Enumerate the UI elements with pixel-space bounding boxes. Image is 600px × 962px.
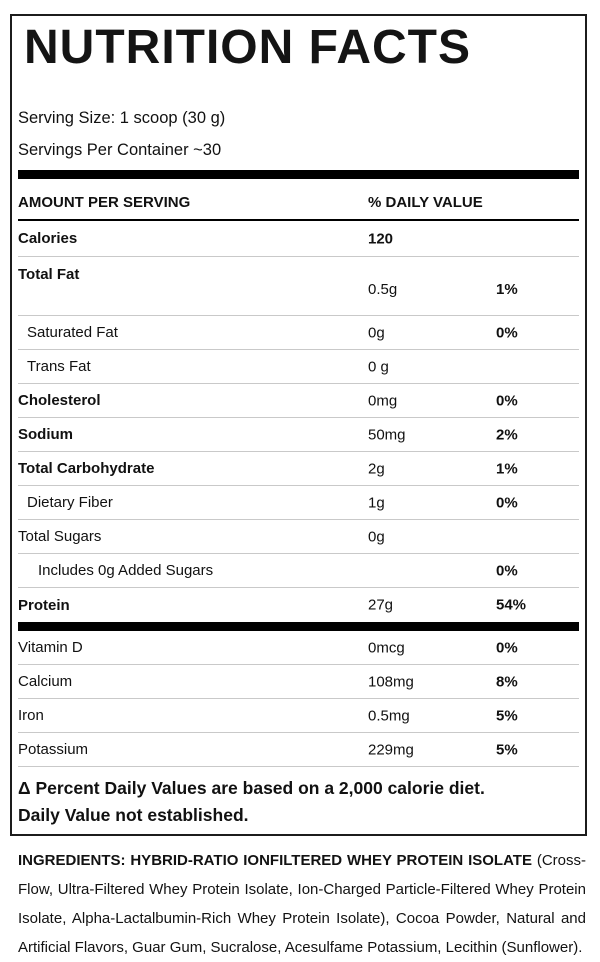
nutrient-amount: 1g: [368, 494, 385, 511]
nutrient-percent: 5%: [496, 741, 518, 758]
nutrient-label: Dietary Fiber: [27, 494, 113, 511]
nutrient-percent: 1%: [496, 281, 518, 298]
nutrient-row-iron: Iron 0.5mg 5%: [18, 699, 579, 733]
nutrient-row-sodium: Sodium 50mg 2%: [18, 418, 579, 452]
nutrient-amount: 0.5mg: [368, 707, 410, 724]
nutrient-row-protein: Protein 27g 54%: [18, 588, 579, 622]
nutrient-row-total-carbohydrate: Total Carbohydrate 2g 1%: [18, 452, 579, 486]
nutrient-row-potassium: Potassium 229mg 5%: [18, 733, 579, 767]
nutrient-row-total-sugars: Total Sugars 0g: [18, 520, 579, 554]
footnotes: Δ Percent Daily Values are based on a 2,…: [18, 767, 579, 829]
nutrient-label: Includes 0g Added Sugars: [38, 562, 214, 579]
nutrient-label: Total Sugars: [18, 528, 102, 545]
nutrient-row-cholesterol: Cholesterol 0mg 0%: [18, 384, 579, 418]
amount-per-serving-header: AMOUNT PER SERVING: [18, 194, 191, 211]
nutrient-label: Saturated Fat: [27, 324, 118, 341]
nutrient-row-calcium: Calcium 108mg 8%: [18, 665, 579, 699]
nutrient-row-saturated-fat: Saturated Fat 0g 0%: [18, 316, 579, 350]
nutrient-amount: 120: [368, 230, 394, 247]
nutrient-amount: 0g: [368, 528, 385, 545]
nutrient-amount: 0mcg: [368, 639, 405, 656]
nutrient-percent: 0%: [496, 639, 518, 656]
daily-value-header: % DAILY VALUE: [368, 194, 483, 211]
nutrient-label: Sodium: [18, 426, 73, 443]
nutrient-row-calories: Calories 120: [18, 221, 579, 257]
nutrient-label: Vitamin D: [18, 639, 83, 656]
nutrient-amount: 229mg: [368, 741, 414, 758]
nutrient-amount: 108mg: [368, 673, 414, 690]
nutrient-row-total-fat: Total Fat 0.5g 1%: [18, 257, 579, 316]
nutrient-percent: 54%: [496, 596, 527, 614]
ingredients-intro-bold: INGREDIENTS: HYBRID-RATIO IONFILTERED WH…: [18, 852, 532, 869]
serving-size-text: Serving Size: 1 scoop (30 g): [18, 109, 226, 127]
nutrient-percent: 0%: [496, 324, 518, 341]
nutrient-percent: 0%: [496, 562, 518, 579]
servings-per-container-text: Servings Per Container ~30: [18, 141, 222, 159]
nutrient-label: Total Carbohydrate: [18, 460, 155, 477]
thick-divider-top: [18, 170, 579, 179]
nutrition-facts-panel: NUTRITION FACTS Serving Size: 1 scoop (3…: [10, 14, 587, 836]
nutrient-row-vitamin-d: Vitamin D 0mcg 0%: [18, 631, 579, 665]
nutrient-percent: 5%: [496, 707, 518, 724]
footnote-not-established: Daily Value not established.: [18, 805, 249, 825]
nutrient-label: Total Fat: [18, 266, 80, 283]
nutrient-row-dietary-fiber: Dietary Fiber 1g 0%: [18, 486, 579, 520]
nutrient-percent: 0%: [496, 494, 518, 511]
nutrient-row-trans-fat: Trans Fat 0 g: [18, 350, 579, 384]
nutrient-amount: 0 g: [368, 358, 389, 375]
nutrient-row-added-sugars: Includes 0g Added Sugars 0%: [18, 554, 579, 588]
thick-divider-middle: [18, 622, 579, 631]
footnote-daily-values: Δ Percent Daily Values are based on a 2,…: [18, 778, 485, 798]
ingredients-paragraph: INGREDIENTS: HYBRID-RATIO IONFILTERED WH…: [18, 846, 586, 962]
nutrient-amount: 2g: [368, 460, 385, 477]
nutrient-amount: 0mg: [368, 392, 398, 409]
nutrient-label: Calories: [18, 230, 78, 247]
nutrient-label: Potassium: [18, 741, 89, 758]
nutrient-percent: 1%: [496, 460, 518, 477]
nutrient-amount: 0g: [368, 324, 385, 341]
page-title: NUTRITION FACTS: [24, 21, 471, 74]
ingredients-list-text: (Cross-Flow, Ultra-Filtered Whey Protein…: [18, 852, 586, 956]
nutrient-amount: 0.5g: [368, 281, 398, 298]
nutrient-amount: 27g: [368, 596, 394, 614]
nutrient-percent: 2%: [496, 426, 518, 443]
nutrient-percent: 8%: [496, 673, 518, 690]
nutrient-label: Calcium: [18, 673, 73, 690]
nutrient-label: Iron: [18, 707, 44, 724]
nutrient-label: Trans Fat: [27, 358, 91, 375]
nutrient-amount: 50mg: [368, 426, 406, 443]
nutrient-percent: 0%: [496, 392, 518, 409]
nutrient-label: Cholesterol: [18, 392, 101, 409]
table-header-row: AMOUNT PER SERVING % DAILY VALUE: [18, 179, 579, 221]
nutrient-label: Protein: [18, 596, 70, 614]
